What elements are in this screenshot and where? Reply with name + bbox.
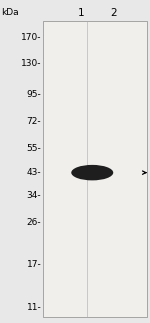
Text: 130-: 130- (21, 59, 41, 68)
Text: 55-: 55- (27, 144, 41, 153)
Text: 34-: 34- (27, 191, 41, 200)
Ellipse shape (71, 165, 113, 180)
Text: 1: 1 (78, 8, 84, 18)
Text: kDa: kDa (2, 8, 19, 17)
Bar (43, 21, 147, 317)
Text: 17-: 17- (27, 260, 41, 269)
Text: 2: 2 (111, 8, 117, 18)
Text: 170-: 170- (21, 33, 41, 42)
Text: 26-: 26- (27, 218, 41, 227)
Text: 43-: 43- (27, 168, 41, 177)
Text: 95-: 95- (27, 90, 41, 99)
Text: 72-: 72- (27, 117, 41, 126)
Text: 11-: 11- (27, 303, 41, 312)
